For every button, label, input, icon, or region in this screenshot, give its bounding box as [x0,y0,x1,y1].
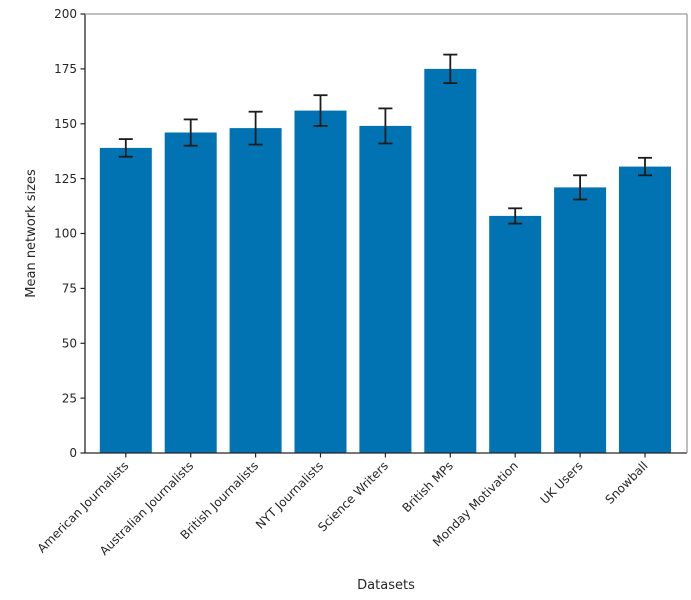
y-tick-label: 200 [54,7,77,21]
y-tick-label: 150 [54,117,77,131]
y-tick-label: 0 [69,446,77,460]
x-tick-label: UK Users [538,459,586,507]
y-tick-label: 25 [62,391,77,405]
y-axis-label: Mean network sizes [24,169,39,298]
x-tick-label: NYT Journalists [253,459,326,532]
x-tick-label: British MPs [399,459,455,515]
x-tick-label: Science Writers [315,459,391,535]
bar [359,125,412,454]
axis-ticks-layer [80,13,646,458]
x-tick-label: Snowball [603,459,651,507]
bar [294,110,347,453]
bar [164,132,217,453]
bar [489,215,542,453]
y-tick-label: 100 [54,227,77,241]
bar [619,166,671,453]
error-bars-layer [118,53,652,225]
y-tick-label: 75 [62,282,77,296]
bar [554,187,607,453]
y-tick-label: 50 [62,336,77,350]
bar [99,147,152,453]
y-tick-label: 125 [54,172,77,186]
x-axis-label: Datasets [357,578,415,593]
bar [229,128,282,453]
y-tick-label: 175 [54,62,77,76]
bar [424,68,477,454]
bars-layer [99,68,671,454]
